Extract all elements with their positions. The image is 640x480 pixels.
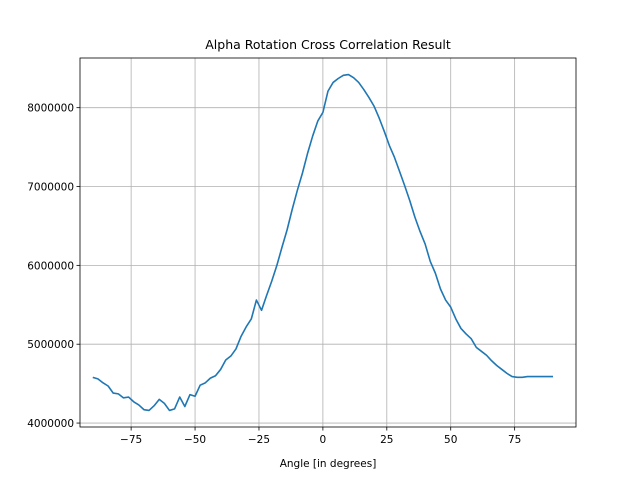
chart-title: Alpha Rotation Cross Correlation Result — [205, 37, 451, 52]
y-tick-label: 5000000 — [27, 339, 74, 351]
x-tick-label: −25 — [248, 434, 270, 446]
data-line — [92, 73, 553, 412]
x-axis-label: Angle [in degrees] — [280, 458, 377, 470]
x-tick-label: 50 — [444, 434, 457, 446]
y-tick-label: 6000000 — [27, 260, 74, 272]
x-tick-label: −50 — [184, 434, 206, 446]
x-tick-label: −75 — [120, 434, 142, 446]
plot-frame — [79, 57, 577, 428]
y-tick-label: 7000000 — [27, 182, 74, 194]
x-tick-label: 25 — [380, 434, 393, 446]
y-tick-label: 4000000 — [27, 418, 74, 430]
x-tick-label: 75 — [508, 434, 521, 446]
plot-area — [92, 73, 553, 412]
axes-ticks: −75 −50 −25 0 25 50 75 4000000 5000000 6000000 700… — [27, 103, 521, 446]
y-tick-label: 8000000 — [27, 103, 74, 115]
grid — [80, 58, 576, 427]
x-tick-label: 0 — [320, 434, 327, 446]
